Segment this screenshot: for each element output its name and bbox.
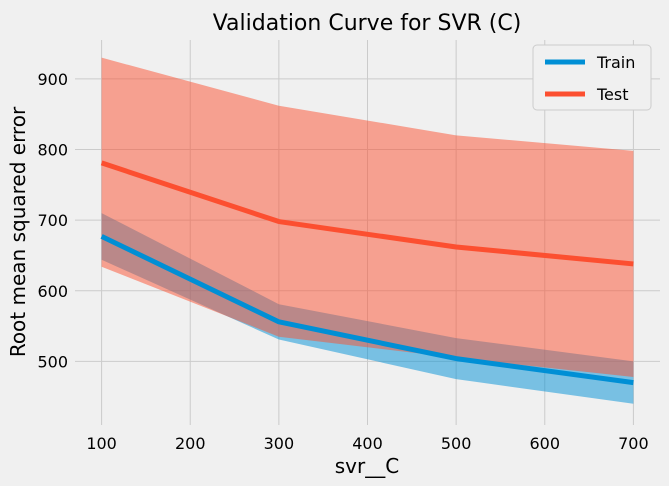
chart-title: Validation Curve for SVR (C): [213, 11, 522, 36]
test-line: [100, 160, 634, 267]
x-tick-label: 400: [352, 434, 383, 453]
x-axis-label: svr__C: [335, 454, 399, 478]
train-legend-label: Train: [596, 53, 635, 72]
y-tick-label: 800: [37, 140, 68, 159]
x-tick-label: 100: [86, 434, 117, 453]
x-tick-label: 600: [529, 434, 560, 453]
x-tick-label: 700: [618, 434, 649, 453]
y-tick-label: 700: [37, 211, 68, 230]
tick-labels: 100 200 300 400 500 600 700 500 600 700 800 900: [37, 70, 648, 453]
test-error-band: [101, 57, 634, 377]
train-line: [100, 234, 634, 386]
error-bands: [101, 57, 634, 404]
legend: Train Test: [532, 44, 652, 111]
y-axis-label: Root mean squared error: [6, 106, 30, 357]
series-lines: [100, 160, 634, 386]
y-tick-label: 900: [37, 70, 68, 89]
test-legend-label: Test: [596, 85, 629, 104]
x-tick-label: 300: [264, 434, 295, 453]
y-tick-label: 600: [37, 282, 68, 301]
x-tick-label: 500: [441, 434, 472, 453]
x-tick-label: 200: [175, 434, 206, 453]
y-tick-label: 500: [37, 352, 68, 371]
